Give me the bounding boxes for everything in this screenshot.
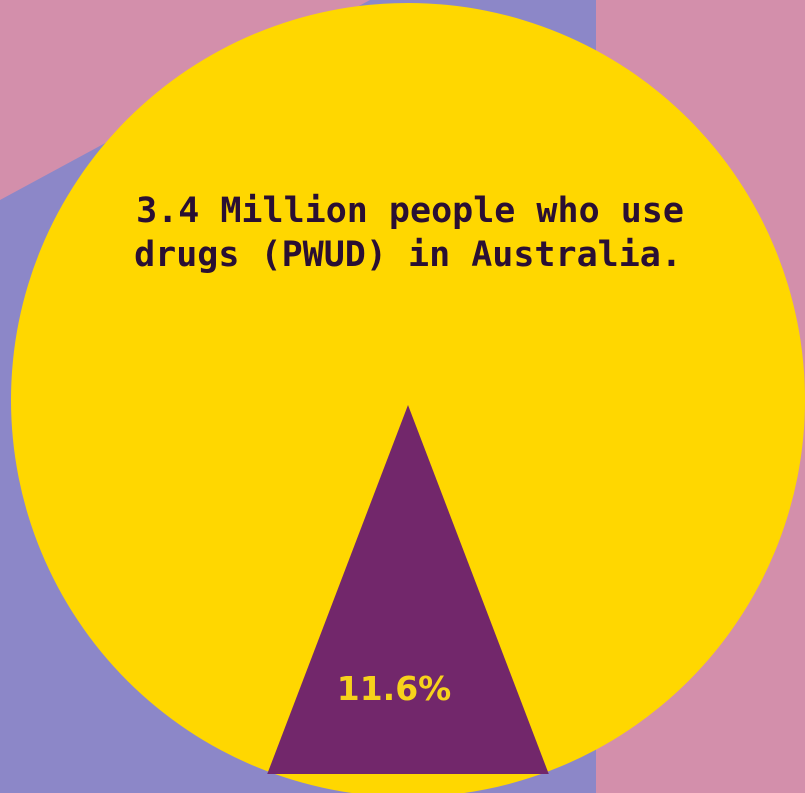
pie-slice-main [11,3,805,793]
pie-slice-small [267,405,549,775]
slice-percentage-label: 11.6% [337,669,452,708]
chart-title-line-1: 3.4 Million people who use [136,191,684,231]
chart-title-line-2: drugs (PWUD) in Australia. [134,235,682,275]
